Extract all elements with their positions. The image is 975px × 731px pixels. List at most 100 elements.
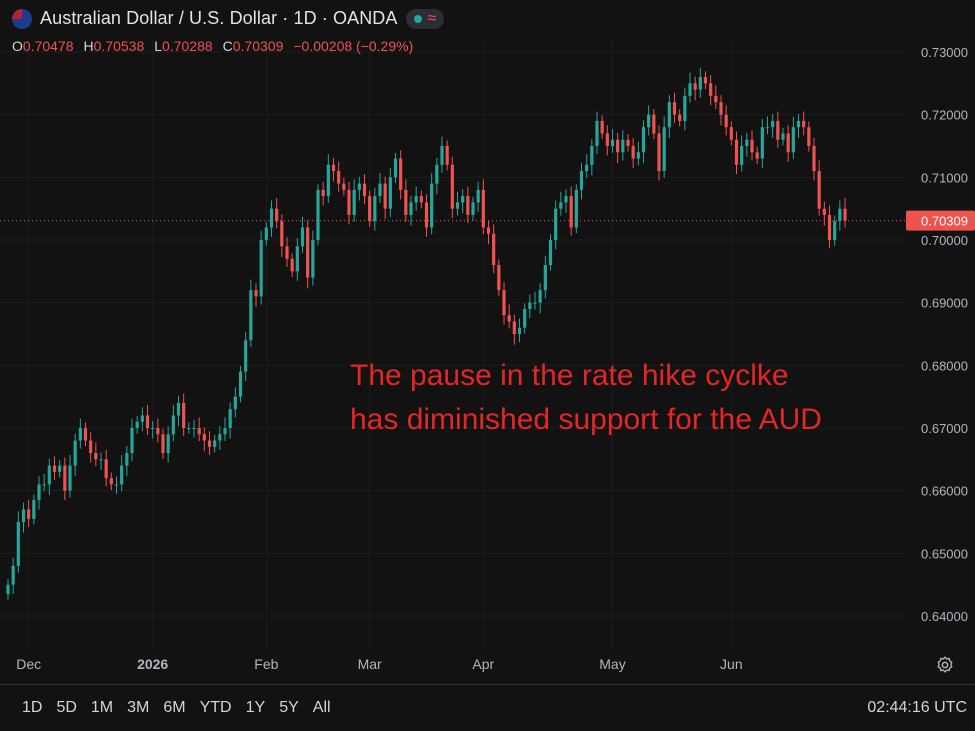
candle-body[interactable] <box>559 202 563 209</box>
candle-body[interactable] <box>585 164 589 172</box>
candle-body[interactable] <box>440 146 444 165</box>
candle-body[interactable] <box>574 189 578 228</box>
candle-body[interactable] <box>140 415 144 422</box>
candle-body[interactable] <box>817 171 821 209</box>
candle-body[interactable] <box>182 402 186 428</box>
candle-body[interactable] <box>419 196 423 203</box>
candle-body[interactable] <box>347 189 351 215</box>
candle-body[interactable] <box>657 133 661 172</box>
candle-body[interactable] <box>331 164 336 172</box>
candle-body[interactable] <box>259 240 263 297</box>
candle-body[interactable] <box>517 327 522 334</box>
candle-body[interactable] <box>533 302 537 304</box>
candle-body[interactable] <box>807 127 811 146</box>
candle-body[interactable] <box>791 127 795 153</box>
candle-body[interactable] <box>321 189 325 197</box>
range-button-6m[interactable]: 6M <box>163 699 186 716</box>
candle-body[interactable] <box>290 258 294 272</box>
candle-body[interactable] <box>78 428 82 441</box>
candle-body[interactable] <box>176 402 181 416</box>
candle-body[interactable] <box>383 183 387 209</box>
candle-body[interactable] <box>238 371 243 397</box>
candle-body[interactable] <box>430 183 434 228</box>
candle-body[interactable] <box>667 102 671 128</box>
candle-body[interactable] <box>729 127 733 140</box>
candle-body[interactable] <box>83 428 88 441</box>
candle-body[interactable] <box>693 83 697 90</box>
candle-body[interactable] <box>445 146 449 165</box>
candle-body[interactable] <box>11 565 15 585</box>
candle-body[interactable] <box>37 484 41 501</box>
candle-body[interactable] <box>109 478 113 485</box>
candle-body[interactable] <box>342 183 346 190</box>
candle-body[interactable] <box>269 208 274 228</box>
candle-body[interactable] <box>373 196 377 222</box>
candle-body[interactable] <box>135 421 139 428</box>
candle-body[interactable] <box>776 120 780 140</box>
candle-body[interactable] <box>125 453 129 466</box>
candle-body[interactable] <box>244 340 248 372</box>
candle-body[interactable] <box>636 152 640 159</box>
candle-body[interactable] <box>63 465 67 491</box>
candle-body[interactable] <box>114 484 119 486</box>
candle-body[interactable] <box>641 127 646 153</box>
candle-body[interactable] <box>554 208 558 240</box>
candle-body[interactable] <box>352 189 356 215</box>
candle-body[interactable] <box>357 183 361 190</box>
candle-body[interactable] <box>145 415 150 428</box>
candle-body[interactable] <box>672 102 677 115</box>
candle-body[interactable] <box>42 484 46 486</box>
candle-body[interactable] <box>512 321 516 334</box>
candle-body[interactable] <box>326 164 330 197</box>
candle-body[interactable] <box>760 127 764 159</box>
candle-body[interactable] <box>466 196 470 215</box>
wave-icon[interactable]: ≈ <box>427 9 437 27</box>
candle-body[interactable] <box>368 196 372 222</box>
candle-body[interactable] <box>796 120 801 128</box>
candle-body[interactable] <box>678 114 682 121</box>
range-button-5y[interactable]: 5Y <box>279 699 299 716</box>
candle-body[interactable] <box>424 202 429 228</box>
candle-body[interactable] <box>197 428 201 435</box>
range-button-1d[interactable]: 1D <box>22 699 43 716</box>
candle-body[interactable] <box>781 133 785 140</box>
utc-clock[interactable]: 02:44:16 UTC <box>867 699 967 716</box>
candle-body[interactable] <box>740 146 744 165</box>
candle-body[interactable] <box>492 233 496 266</box>
candle-body[interactable] <box>99 459 103 461</box>
candle-body[interactable] <box>621 139 625 153</box>
candle-body[interactable] <box>698 77 702 90</box>
candle-body[interactable] <box>156 428 160 435</box>
candle-body[interactable] <box>409 202 413 215</box>
candle-body[interactable] <box>414 196 418 203</box>
candle-body[interactable] <box>734 139 739 165</box>
candle-body[interactable] <box>590 146 594 165</box>
candle-body[interactable] <box>626 139 630 146</box>
candle-body[interactable] <box>652 114 656 134</box>
candle-body[interactable] <box>719 102 723 115</box>
candle-body[interactable] <box>461 196 465 203</box>
symbol-header[interactable]: Australian Dollar / U.S. Dollar · 1D · O… <box>12 8 445 29</box>
indicator-status-pill[interactable]: ≈ <box>405 8 445 29</box>
candle-body[interactable] <box>151 428 155 429</box>
range-button-all[interactable]: All <box>312 699 331 716</box>
candle-body[interactable] <box>21 509 26 522</box>
candle-body[interactable] <box>58 465 62 472</box>
range-button-5d[interactable]: 5D <box>56 699 77 716</box>
candle-body[interactable] <box>610 139 615 146</box>
candle-body[interactable] <box>311 240 315 278</box>
candle-body[interactable] <box>68 465 72 491</box>
candle-body[interactable] <box>688 83 692 96</box>
candle-body[interactable] <box>16 522 20 566</box>
candle-body[interactable] <box>600 120 604 134</box>
candle-body[interactable] <box>306 227 310 278</box>
candle-body[interactable] <box>538 290 542 303</box>
candle-body[interactable] <box>213 440 217 447</box>
candle-body[interactable] <box>218 434 222 441</box>
candle-body[interactable] <box>745 139 749 146</box>
candle-body[interactable] <box>192 428 196 429</box>
range-button-ytd[interactable]: YTD <box>199 699 232 716</box>
candle-body[interactable] <box>631 146 635 159</box>
last-price-badge[interactable] <box>906 210 975 231</box>
candles-layer[interactable] <box>6 67 847 600</box>
